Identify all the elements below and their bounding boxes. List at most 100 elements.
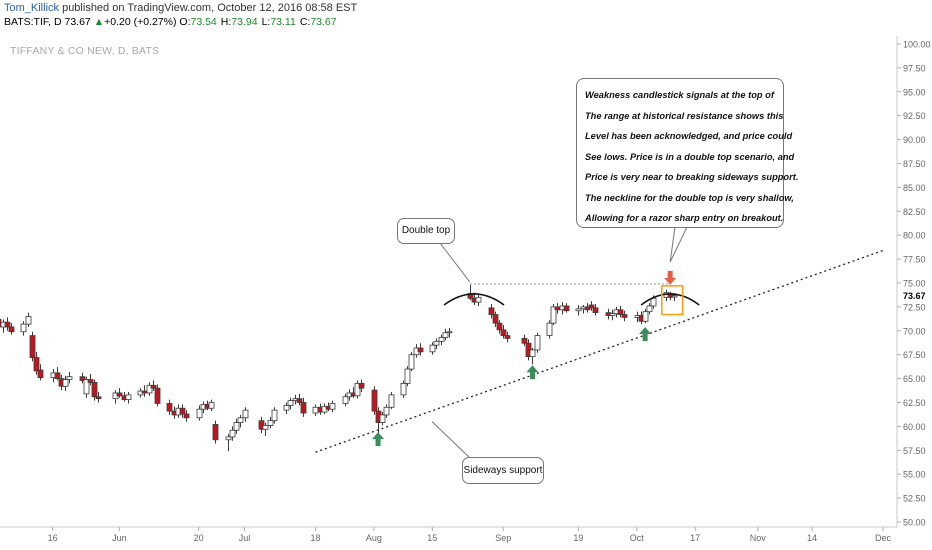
candle — [8, 323, 15, 335]
candle-body — [563, 305, 570, 312]
candle — [588, 301, 595, 311]
candle-body — [354, 382, 361, 397]
candle-body — [650, 297, 657, 307]
candle — [262, 422, 269, 436]
candle — [33, 351, 40, 375]
candle — [354, 380, 361, 399]
candle — [225, 434, 232, 452]
candle-body — [258, 420, 265, 430]
candle-body — [371, 389, 378, 412]
candle-body — [584, 306, 591, 311]
candle-body — [400, 382, 407, 396]
time-tick-label: 18 — [310, 533, 320, 543]
price-axis[interactable]: 50.00 52.50 55.00 57.50 60.00 62.50 65.00 67.50… — [896, 36, 932, 528]
candle — [312, 404, 319, 416]
candle — [212, 420, 219, 444]
low-value: 73.11 — [270, 16, 296, 28]
candle-body — [496, 322, 503, 331]
candle-body — [438, 337, 445, 342]
candle-body — [54, 372, 61, 380]
candle-body — [83, 379, 90, 395]
price-tick-label: 50.00 — [903, 518, 926, 528]
candle-body — [592, 307, 599, 314]
candle-body — [500, 329, 507, 336]
open-label: O: — [179, 16, 191, 28]
candle — [95, 391, 102, 403]
price-tick-label: 87.50 — [903, 159, 926, 169]
candle — [229, 426, 236, 441]
candle-body — [125, 394, 132, 401]
open-value: 73.54 — [190, 16, 217, 28]
candle — [287, 397, 294, 410]
price-tick-label: 62.50 — [903, 398, 926, 408]
candle-body — [242, 409, 249, 419]
candle — [550, 304, 557, 326]
candle — [154, 384, 161, 407]
time-tick-label: 16 — [48, 533, 58, 543]
candle-body — [642, 311, 649, 322]
double-top-label[interactable]: Double top — [397, 218, 455, 244]
sideways-support-pointer — [431, 421, 471, 459]
price-tick-label: 72.50 — [903, 302, 926, 312]
candle — [20, 321, 27, 336]
author-link[interactable]: Tom_Killick — [4, 2, 60, 14]
time-tick-label: Nov — [750, 533, 767, 543]
candle — [150, 380, 157, 392]
candle — [125, 391, 132, 404]
candle — [83, 376, 90, 398]
time-tick-label: 19 — [573, 533, 583, 543]
candle — [37, 364, 44, 381]
candle-body — [550, 306, 557, 324]
candle — [617, 305, 624, 318]
candle — [417, 343, 424, 356]
price-tick-label: 90.00 — [903, 135, 926, 145]
candle — [146, 382, 153, 396]
ohlc-legend: BATS:TIF, D 73.67 ▲+0.20 (+0.27%) O:73.5… — [4, 16, 341, 28]
time-tick-label: Jul — [239, 533, 251, 543]
time-axis[interactable]: ay16Jun20Jul18Aug15Sep19Oct17Nov14Dec — [0, 526, 897, 543]
price-tick-label: 95.00 — [903, 87, 926, 97]
candle — [271, 407, 278, 424]
callout-line: See lows. Price is in a double top scena… — [585, 151, 795, 162]
candle-body — [62, 379, 69, 387]
candle — [379, 412, 386, 426]
candle — [408, 351, 415, 371]
time-tick-label: Oct — [630, 533, 645, 543]
callout-line: The neckline for the double top is very … — [585, 192, 794, 203]
time-tick-label: Aug — [366, 533, 382, 543]
candle-body — [287, 400, 294, 406]
candle-body — [300, 402, 307, 414]
candle-body — [29, 335, 36, 358]
sideways-support-label[interactable]: Sideways support — [462, 457, 544, 484]
candle-body — [475, 296, 482, 303]
support-trendline — [315, 249, 884, 453]
candle — [534, 332, 541, 353]
candle-body — [20, 323, 27, 333]
callout-line: Allowing for a razor sharp entry on brea… — [585, 213, 784, 223]
chart-drawings — [315, 226, 884, 459]
candle — [371, 386, 378, 415]
candle-body — [141, 390, 148, 394]
candle-body — [546, 322, 553, 336]
candle — [342, 393, 349, 407]
candle-body — [575, 308, 582, 312]
candle-body — [25, 316, 32, 325]
candle-body — [179, 407, 186, 415]
analysis-callout[interactable]: Weakness candlestick signals at the top … — [576, 78, 798, 228]
symbol-watermark: TIFFANY & CO NEW, D, BATS — [10, 45, 160, 57]
candle-body — [488, 307, 495, 315]
candle-body — [283, 404, 290, 411]
candle-body — [8, 326, 15, 333]
publish-info: Tom_Killick published on TradingView.com… — [4, 2, 357, 14]
close-value: 73.67 — [310, 16, 337, 28]
down-arrow-icon — [664, 270, 677, 285]
up-arrow-icon — [526, 365, 539, 380]
candle — [646, 303, 653, 315]
candle — [237, 414, 244, 428]
candle — [446, 327, 453, 338]
time-tick-label: Jun — [112, 533, 127, 543]
candle-body — [358, 382, 365, 389]
time-tick-label: Sep — [495, 533, 511, 543]
candle-body — [237, 417, 244, 423]
